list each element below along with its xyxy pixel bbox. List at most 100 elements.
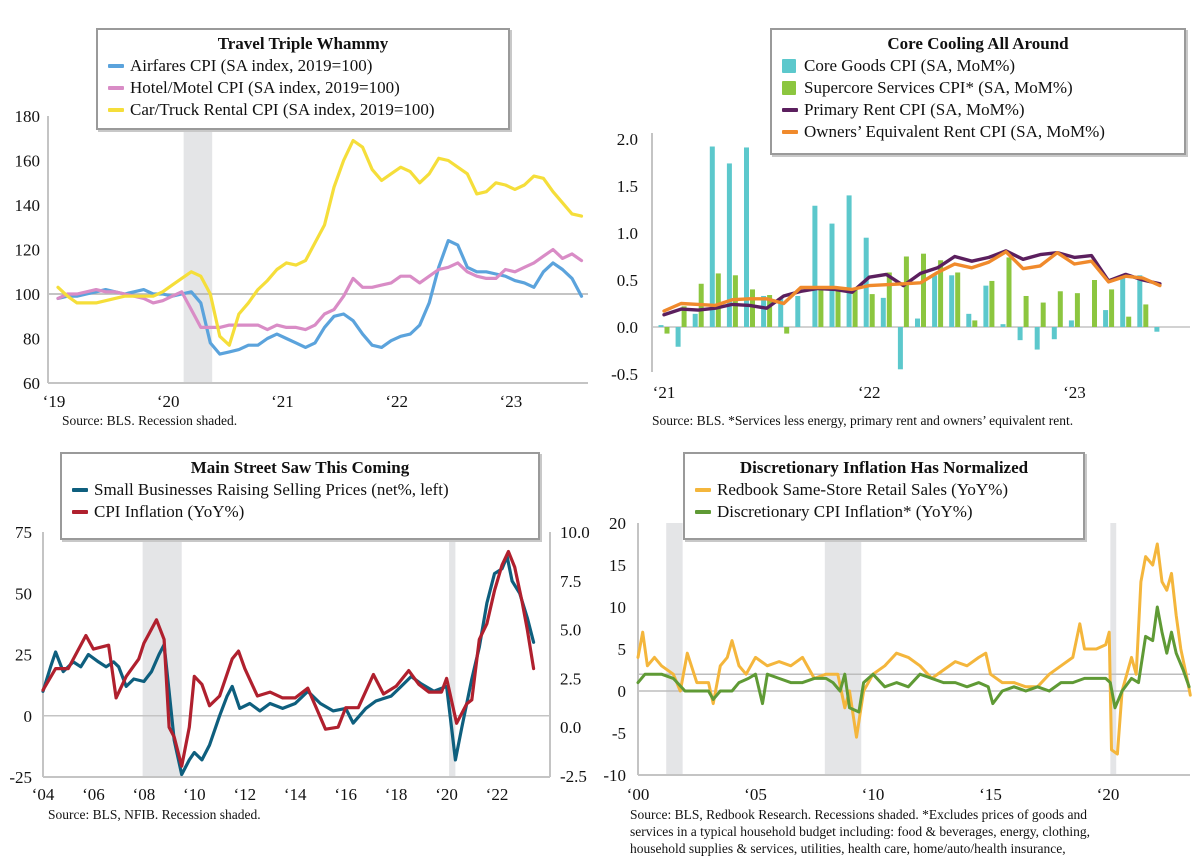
x-tick-label: ‘23 bbox=[500, 392, 523, 411]
legend-item-nfib: Small Businesses Raising Selling Prices … bbox=[72, 479, 528, 501]
recession-shade bbox=[449, 532, 456, 777]
recession-shade bbox=[666, 523, 683, 775]
legend-item-rent: Primary Rent CPI (SA, MoM%) bbox=[782, 99, 1174, 121]
bar-supercore bbox=[852, 289, 858, 327]
bar-goods bbox=[761, 295, 767, 327]
y-tick-label: 0.0 bbox=[617, 318, 638, 337]
recession-shade bbox=[1110, 523, 1117, 775]
bar-supercore bbox=[664, 327, 670, 334]
bar-goods bbox=[915, 318, 920, 327]
bar-supercore bbox=[835, 289, 841, 327]
y-tick-label: -0.5 bbox=[611, 365, 638, 384]
legend-item-oer: Owners’ Equivalent Rent CPI (SA, MoM%) bbox=[782, 121, 1174, 143]
series-line-hotel bbox=[56, 247, 584, 332]
legend-item-car: Car/Truck Rental CPI (SA index, 2019=100… bbox=[108, 99, 498, 121]
bar-goods bbox=[692, 313, 698, 327]
y-tick-label-right: 7.5 bbox=[560, 572, 581, 591]
bar-supercore bbox=[903, 256, 909, 327]
bar-supercore bbox=[715, 273, 721, 327]
y-tick-label-right: -2.5 bbox=[560, 767, 587, 786]
source-line: household supplies & services, utilities… bbox=[630, 841, 1066, 856]
bar-goods bbox=[932, 275, 938, 327]
x-tick-label: ‘10 bbox=[862, 785, 885, 804]
y-tick-label-left: 0 bbox=[24, 707, 33, 726]
bar-goods bbox=[675, 327, 681, 347]
legend-item-supercore: Supercore Services CPI* (SA, MoM%) bbox=[782, 77, 1174, 99]
bar-goods bbox=[846, 195, 852, 327]
y-tick-label: 60 bbox=[23, 374, 40, 393]
y-tick-label: 1.5 bbox=[617, 177, 638, 196]
chart-title-core: Core Cooling All Around bbox=[887, 34, 1069, 53]
x-tick-label: ‘22 bbox=[486, 785, 509, 804]
bar-supercore bbox=[1092, 280, 1097, 327]
y-tick-label: 2.0 bbox=[617, 130, 638, 149]
source-note-travel: Source: BLS. Recession shaded. bbox=[62, 413, 238, 428]
bar-supercore bbox=[921, 253, 926, 327]
source-note-discretionary: Source: BLS, Redbook Research. Recession… bbox=[630, 806, 1090, 857]
y-tick-label: 15 bbox=[609, 556, 626, 575]
bar-goods bbox=[1000, 324, 1006, 327]
legend-label: Supercore Services CPI* (SA, MoM%) bbox=[804, 78, 1073, 97]
x-tick-label: ‘12 bbox=[233, 785, 256, 804]
y-tick-label-right: 5.0 bbox=[560, 621, 581, 640]
y-tick-label-right: 0.0 bbox=[560, 718, 581, 737]
bar-supercore bbox=[750, 289, 755, 327]
bar-goods bbox=[983, 285, 989, 327]
bar-goods bbox=[1103, 310, 1109, 327]
x-tick-label: ‘22 bbox=[858, 383, 881, 402]
x-tick-label: ‘04 bbox=[32, 785, 55, 804]
y-tick-label: -10 bbox=[603, 766, 626, 785]
bar-goods bbox=[829, 223, 835, 327]
x-tick-label: ‘05 bbox=[744, 785, 767, 804]
bar-goods bbox=[709, 146, 715, 327]
chart-title-discretionary: Discretionary Inflation Has Normalized bbox=[739, 458, 1029, 477]
y-tick-label: 5 bbox=[618, 640, 627, 659]
bar-supercore bbox=[869, 294, 875, 327]
series-line-car bbox=[56, 138, 584, 347]
y-tick-label: 120 bbox=[15, 241, 41, 260]
bar-supercore bbox=[938, 260, 944, 327]
x-tick-label: ‘21 bbox=[271, 392, 294, 411]
bar-goods bbox=[1068, 320, 1074, 327]
y-tick-label: 100 bbox=[15, 285, 41, 304]
bar-supercore bbox=[989, 280, 995, 327]
y-tick-label: 1.0 bbox=[617, 224, 638, 243]
recession-shade bbox=[183, 116, 213, 383]
legend-main-street: Main Street Saw This Coming Small Busine… bbox=[60, 452, 540, 540]
legend-item-redbook: Redbook Same-Store Retail Sales (YoY%) bbox=[695, 479, 1073, 501]
bar-goods bbox=[949, 275, 955, 327]
y-tick-label: 0.5 bbox=[617, 271, 638, 290]
x-tick-label: ‘22 bbox=[385, 392, 408, 411]
source-line: Source: BLS, Redbook Research. Recession… bbox=[630, 807, 1088, 822]
bar-supercore bbox=[972, 320, 978, 327]
bar-supercore bbox=[1109, 289, 1115, 327]
x-tick-label: ‘10 bbox=[183, 785, 206, 804]
y-tick-label: 0 bbox=[618, 682, 627, 701]
x-tick-label: ‘21 bbox=[653, 383, 676, 402]
x-tick-label: ‘16 bbox=[334, 785, 357, 804]
legend-discretionary: Discretionary Inflation Has Normalized R… bbox=[683, 452, 1085, 540]
legend-travel: Travel Triple Whammy Airfares CPI (SA in… bbox=[96, 28, 510, 130]
legend-item-goods: Core Goods CPI (SA, MoM%) bbox=[782, 55, 1174, 77]
x-tick-label: ‘19 bbox=[43, 392, 66, 411]
y-tick-label: 140 bbox=[15, 196, 41, 215]
bar-goods bbox=[880, 297, 886, 327]
bar-goods bbox=[726, 163, 732, 327]
legend-label: Airfares CPI (SA index, 2019=100) bbox=[130, 56, 373, 75]
x-tick-label: ‘23 bbox=[1063, 383, 1086, 402]
legend-label: Small Businesses Raising Selling Prices … bbox=[94, 480, 449, 499]
bar-goods bbox=[795, 295, 801, 327]
y-tick-label-left: -25 bbox=[9, 768, 32, 787]
series-line-disc bbox=[636, 605, 1191, 714]
bar-supercore bbox=[1057, 291, 1063, 327]
chart-title-travel: Travel Triple Whammy bbox=[217, 34, 389, 53]
source-note-core: Source: BLS. *Services less energy, prim… bbox=[652, 413, 1074, 428]
legend-label: Hotel/Motel CPI (SA index, 2019=100) bbox=[130, 78, 400, 97]
bar-goods bbox=[658, 325, 664, 327]
source-line: services in a typical household budget i… bbox=[630, 824, 1091, 839]
y-tick-label: 180 bbox=[15, 107, 41, 126]
y-tick-label-right: 10.0 bbox=[560, 523, 590, 542]
bar-goods bbox=[1017, 327, 1023, 341]
bar-supercore bbox=[1023, 295, 1029, 327]
